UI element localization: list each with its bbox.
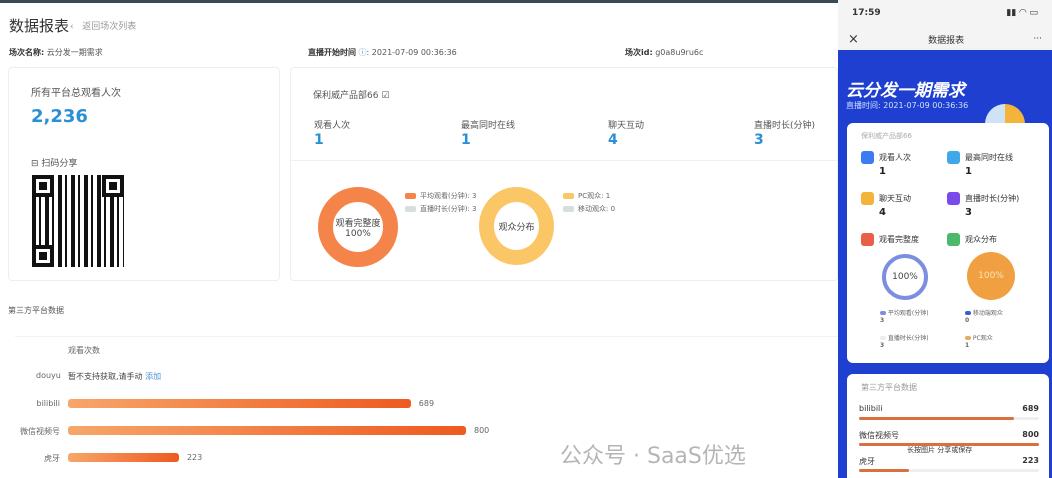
stat-value: 4 <box>608 132 618 148</box>
platform-bar <box>859 443 1039 446</box>
mobile-nav: × 数据报表 ··· <box>838 28 1052 50</box>
stat-icon <box>861 151 874 164</box>
audience-icon <box>947 233 960 246</box>
stat-label: 聊天互动 <box>608 121 645 131</box>
stat-icon <box>947 192 960 205</box>
qr-icon: ⊟ <box>31 159 39 169</box>
platform-label: douyu <box>36 371 61 380</box>
total-views-value: 2,236 <box>31 106 88 127</box>
completeness-ring: 100% <box>882 254 928 300</box>
stat-value: 3 <box>754 132 764 148</box>
save-hint: 长按图片 分享或保存 <box>907 446 973 454</box>
completeness-icon <box>861 233 874 246</box>
qr-share-button[interactable]: ⊟ 扫码分享 <box>31 159 78 169</box>
add-link[interactable]: 添加 <box>145 372 162 381</box>
mobile-preview: 17:59 ▮▮ ◠ ▭ × 数据报表 ··· 云分发一期需求 直播时间: 2021-… <box>838 0 1052 478</box>
stat-value: 1 <box>461 132 471 148</box>
stat-icon <box>947 151 960 164</box>
total-views-label: 所有平台总观看人次 <box>31 88 121 99</box>
platform-value: 223 <box>1022 456 1039 465</box>
edit-icon[interactable]: ☑ <box>381 91 390 101</box>
stat-value: 1 <box>965 166 972 177</box>
stat-value: 1 <box>314 132 324 148</box>
third-party-card: 第三方平台数据 bilibili 689 微信视频号 800 虎牙 223 长按图片 分享… <box>847 374 1049 478</box>
start-time: 直播开始时间 ⓘ: 2021-07-09 00:36:36 <box>308 48 457 57</box>
bar-value: 223 <box>186 453 203 462</box>
legend-item: 平均观看(分钟): 3 <box>405 191 477 201</box>
bar <box>68 453 179 462</box>
stat-label: 最高同时在线 <box>461 121 516 131</box>
session-name: 场次名称: 云分发一期需求 <box>9 48 103 57</box>
status-bar: 17:59 ▮▮ ◠ ▭ <box>838 0 1052 28</box>
back-label: 返回场次列表 <box>82 22 137 32</box>
stat-label: 观看人次 <box>314 121 351 131</box>
qr-code <box>32 175 124 267</box>
platform-label: 虎牙 <box>44 454 60 463</box>
bar-value: 689 <box>418 399 435 408</box>
room-summary-card: 保利威产品部66 观看人次 1 最高同时在线 1 聊天互动 4 直播时长(分钟) 3 观看完整… <box>847 123 1049 363</box>
stat-value: 1 <box>879 166 886 177</box>
bar-value: 800 <box>474 426 490 435</box>
page-title: 数据报表 <box>9 17 70 35</box>
stat-item: 直播时长(分钟) <box>947 192 1019 205</box>
platform-name: 虎牙 <box>859 457 875 466</box>
stat-icon <box>861 192 874 205</box>
session-id: 场次id: g0a8u9ru6c <box>625 48 704 57</box>
stat-item: 聊天互动 <box>861 192 911 205</box>
platform-value: 689 <box>1022 404 1039 413</box>
completeness-donut: 观看完整度 100% <box>318 187 398 267</box>
close-icon[interactable]: × <box>848 31 859 47</box>
platform-name: 微信视频号 <box>859 431 899 440</box>
third-party-title: 第三方平台数据 <box>8 306 64 315</box>
legend-item: PC观众: 1 <box>563 191 610 201</box>
column-header: 观看次数 <box>68 346 100 355</box>
stat-label: 直播时长(分钟) <box>754 121 816 131</box>
platform-label: 微信视频号 <box>20 427 60 436</box>
audience-pie: 100% <box>967 252 1015 300</box>
live-time: 直播时间: 2021-07-09 00:36:36 <box>846 101 969 110</box>
stat-item: 最高同时在线 <box>947 151 1013 164</box>
info-icon[interactable]: ⓘ <box>358 48 367 57</box>
legend-item: 直播时长(分钟): 3 <box>405 204 477 214</box>
watermark: 公众号 · SaaS优选 <box>560 444 746 469</box>
stat-item: 观看人次 <box>861 151 911 164</box>
signal-wifi-battery-icon: ▮▮ ◠ ▭ <box>1006 8 1038 18</box>
platform-label: bilibili <box>36 399 61 408</box>
platform-bar <box>859 417 1039 420</box>
nav-title: 数据报表 <box>928 35 965 46</box>
report-page: 数据报表 ‹ 返回场次列表 场次名称: 云分发一期需求 直播开始时间 ⓘ: 20… <box>0 0 838 478</box>
platform-name: bilibili <box>859 404 883 413</box>
stat-value: 4 <box>879 207 886 218</box>
douyu-message: 暂不支持获取,请手动 添加 <box>68 372 162 381</box>
legend-item: 移动观众: 0 <box>563 204 615 214</box>
bar <box>68 426 466 435</box>
stat-value: 3 <box>965 207 972 218</box>
platform-bar <box>859 469 1039 472</box>
hero-title: 云分发一期需求 <box>846 81 965 101</box>
platform-value: 800 <box>1022 430 1039 439</box>
room-name: 保利威产品部66 ☑ <box>313 91 390 101</box>
bar <box>68 399 411 408</box>
more-icon[interactable]: ··· <box>1033 34 1042 44</box>
back-to-list-link[interactable]: ‹ 返回场次列表 <box>70 22 137 32</box>
audience-donut: 观众分布 <box>479 187 554 265</box>
